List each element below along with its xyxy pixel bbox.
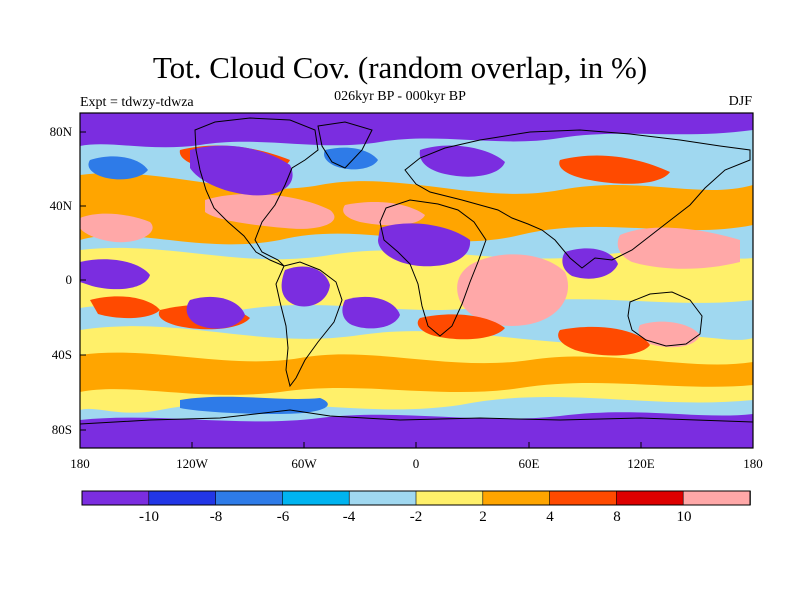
lon-label-0: 0 <box>412 456 420 471</box>
season-label: DJF <box>728 94 752 109</box>
field-red-east <box>559 155 670 184</box>
field-blue-north-pacific <box>88 156 148 180</box>
lon-label-120e: 120E <box>627 456 655 471</box>
lat-label-0: 0 <box>65 272 73 287</box>
lat-ticks <box>80 131 86 431</box>
colorbar-label-1: -10 <box>139 509 159 525</box>
colorbar-label-6: 2 <box>479 509 487 525</box>
field-purple-arctic <box>80 113 753 148</box>
lon-label-120w: 120W <box>176 456 208 471</box>
coast-greenland <box>317 121 373 169</box>
field-red-south-b <box>417 314 505 340</box>
field-purple-europe <box>419 145 505 177</box>
coast-eurasia <box>404 129 751 269</box>
chart-subtitle: 026kyr BP - 000kyr BP <box>334 89 466 104</box>
field-blue-north-atlantic <box>324 147 378 170</box>
coast-south-america <box>275 261 343 388</box>
colorbar-label-2: -8 <box>209 509 223 525</box>
coast-africa <box>379 199 487 337</box>
coast-antarctica <box>80 409 753 425</box>
field-purple-south-america <box>281 266 330 307</box>
field-band-south-orange <box>80 352 753 395</box>
lon-label-180e: 180 <box>743 456 763 471</box>
lat-label-80s: 80S <box>51 422 72 437</box>
field-pink-south <box>638 321 700 348</box>
colorbar-label-5: -2 <box>409 509 423 525</box>
field-pink-north-pacific <box>80 213 153 243</box>
lat-label-40n: 40N <box>49 198 72 213</box>
field-purple-south-atlantic <box>342 296 400 329</box>
colorbar-label-9: 10 <box>676 509 692 525</box>
colorbar-label-4: -4 <box>342 509 356 525</box>
field-purple-north-america <box>190 145 293 196</box>
colorbar-label-3: -6 <box>276 509 290 525</box>
lat-label-80n: 80N <box>49 124 72 139</box>
lon-label-180w: 180 <box>70 456 90 471</box>
field-purple-southeast-asia <box>562 248 618 279</box>
colorbar-label-7: 4 <box>546 509 554 525</box>
coastlines <box>80 117 753 425</box>
field-purple-southern-ocean <box>80 412 753 448</box>
field-red-south-c <box>558 326 650 356</box>
field-red-south-d <box>90 296 160 319</box>
lon-ticks <box>79 442 754 448</box>
lon-label-60e: 60E <box>518 456 540 471</box>
lon-label-60w: 60W <box>291 456 317 471</box>
chart-title: Tot. Cloud Cov. (random overlap, in %) <box>152 50 648 85</box>
experiment-label: Expt = tdwzy-tdwza <box>80 95 194 110</box>
colorbar-label-8: 8 <box>613 509 621 525</box>
field-pink-west-pacific <box>617 227 740 269</box>
lat-label-40s: 40S <box>51 347 72 362</box>
field-pink-indian-ocean <box>457 254 569 326</box>
field-purple-pacific-a <box>80 259 150 290</box>
field-purple-pacific-b <box>186 296 245 329</box>
coast-australia <box>627 291 703 347</box>
coast-north-america <box>194 117 319 267</box>
